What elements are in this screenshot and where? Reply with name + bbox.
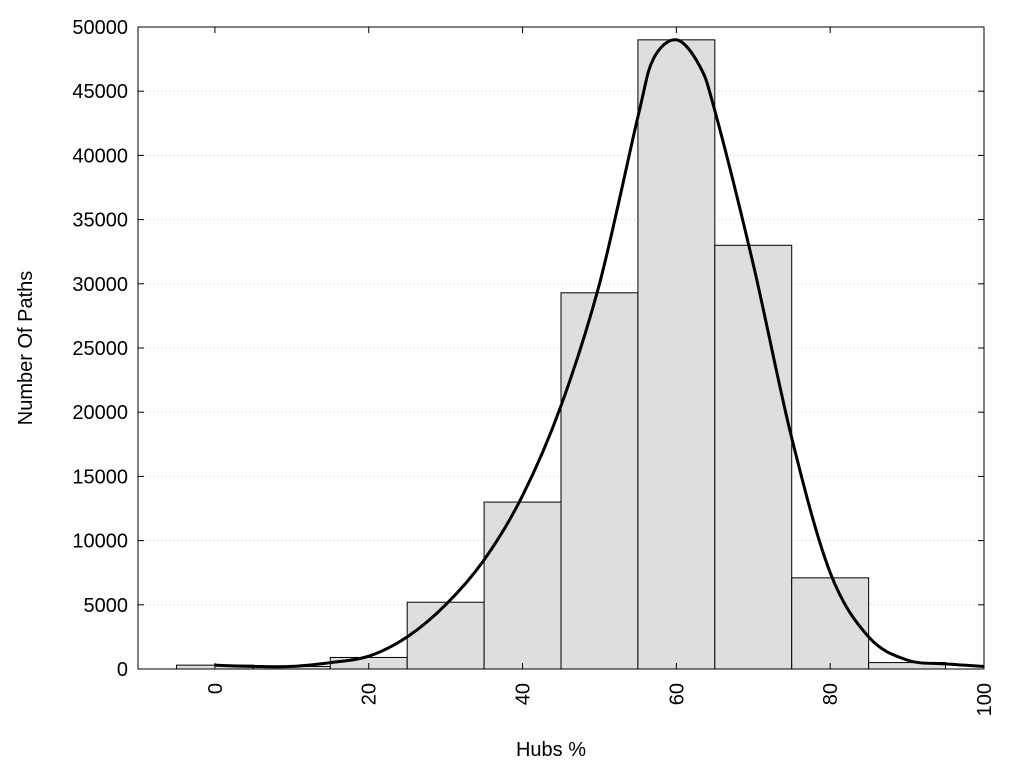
histogram-bar xyxy=(406,601,485,670)
histogram-bars xyxy=(175,39,947,670)
grid-lines xyxy=(138,90,984,606)
histogram-bar xyxy=(483,501,562,670)
histogram-bar xyxy=(637,39,716,670)
x-tick-label: 60 xyxy=(666,683,688,705)
y-tick-label: 45000 xyxy=(72,81,128,103)
y-axis-ticks: 0 5000 10000 15000 20000 25000 30000 35000 40000… xyxy=(72,17,984,681)
density-curve xyxy=(214,38,985,669)
histogram-bar xyxy=(714,244,793,670)
y-axis-label: Number Of Paths xyxy=(15,271,37,426)
y-tick-label: 10000 xyxy=(72,531,128,553)
histogram-bar xyxy=(560,292,639,670)
y-tick-label: 5000 xyxy=(84,595,129,617)
y-tick-label: 25000 xyxy=(72,338,128,360)
y-tick-label: 0 xyxy=(117,659,128,681)
y-tick-label: 50000 xyxy=(72,17,128,39)
y-tick-label: 30000 xyxy=(72,274,128,296)
x-tick-label: 0 xyxy=(205,683,227,694)
y-tick-label: 15000 xyxy=(72,466,128,488)
x-tick-label: 20 xyxy=(359,683,381,705)
x-tick-label: 80 xyxy=(820,683,842,705)
x-axis-label: Hubs % xyxy=(516,739,586,761)
x-tick-label: 100 xyxy=(974,683,996,716)
density-curve-layer xyxy=(214,38,985,669)
y-tick-label: 35000 xyxy=(72,210,128,232)
y-tick-label: 20000 xyxy=(72,402,128,424)
x-tick-label: 40 xyxy=(513,683,535,705)
y-tick-label: 40000 xyxy=(72,145,128,167)
x-axis-ticks: 0 20 40 60 80 100 xyxy=(205,27,996,716)
